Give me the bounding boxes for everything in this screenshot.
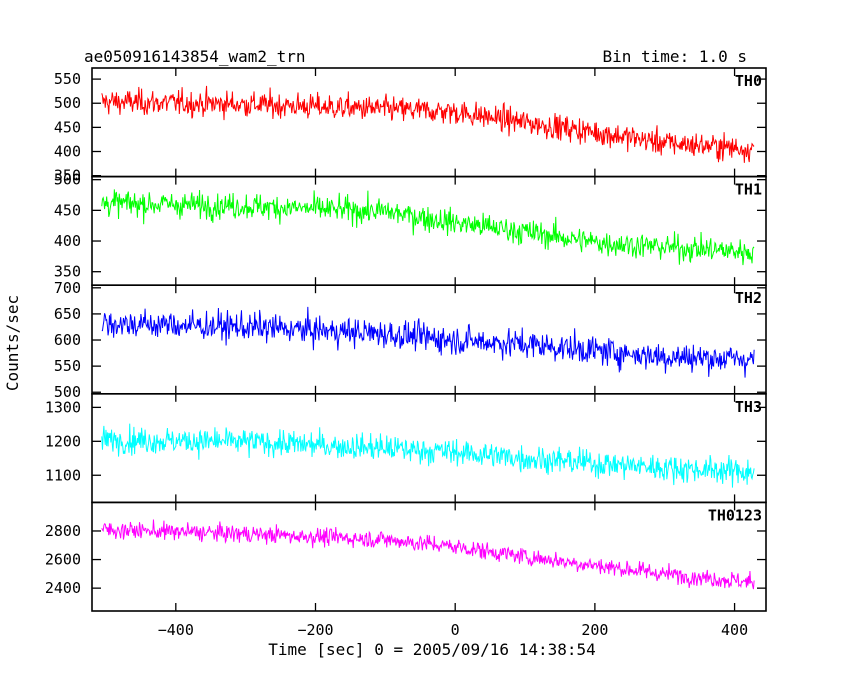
x-axis-label: Time [sec] 0 = 2005/09/16 14:38:54 [268,640,596,659]
y-tick-label: 1200 [45,432,81,450]
y-tick-label: 600 [54,331,81,349]
y-tick-label: 2400 [45,579,81,597]
y-tick-label: 500 [54,171,81,189]
y-tick-label: 2800 [45,522,81,540]
panel-label-th2: TH2 [735,289,762,307]
y-tick-label: 400 [54,232,81,250]
y-tick-label: 700 [54,279,81,297]
y-tick-label: 400 [54,143,81,161]
y-tick-label: 450 [54,201,81,219]
y-tick-label: 350 [54,167,81,185]
panel-frame-th0 [91,67,767,178]
panel-frame-th0123 [91,501,767,612]
series-line-th3 [101,423,755,488]
y-axis-label: Counts/sec [3,295,22,391]
panels-layer: 350 400 450 500 550 TH0 350 400 450 500 TH1 500 550 6… [45,67,767,639]
panel-label-th1: TH1 [735,181,762,199]
x-tick-label: −200 [297,621,333,639]
y-tick-label: 500 [54,94,81,112]
y-tick-label: 350 [54,263,81,281]
panel-label-th0123: TH0123 [708,506,762,524]
y-tick-label: 450 [54,118,81,136]
y-tick-label: 550 [54,70,81,88]
y-tick-label: 500 [54,383,81,401]
x-tick-label: 200 [581,621,608,639]
chart-title: ae050916143854_wam2_trn [84,47,306,66]
y-tick-label: 550 [54,357,81,375]
panel-frame-th2 [91,284,767,395]
y-tick-label: 1100 [45,466,81,484]
x-tick-label: 400 [721,621,748,639]
x-tick-label: −400 [158,621,194,639]
series-line-th2 [101,306,755,378]
series-line-th1 [101,189,755,266]
panel-label-th3: TH3 [735,398,762,416]
bin-time-label: Bin time: 1.0 s [603,47,748,66]
series-line-th0123 [101,519,755,590]
y-tick-label: 650 [54,305,81,323]
y-tick-label: 2600 [45,551,81,569]
y-tick-label: 1300 [45,398,81,416]
x-tick-label: 0 [451,621,460,639]
series-line-th0 [101,85,755,163]
panel-label-th0: TH0 [735,72,762,90]
